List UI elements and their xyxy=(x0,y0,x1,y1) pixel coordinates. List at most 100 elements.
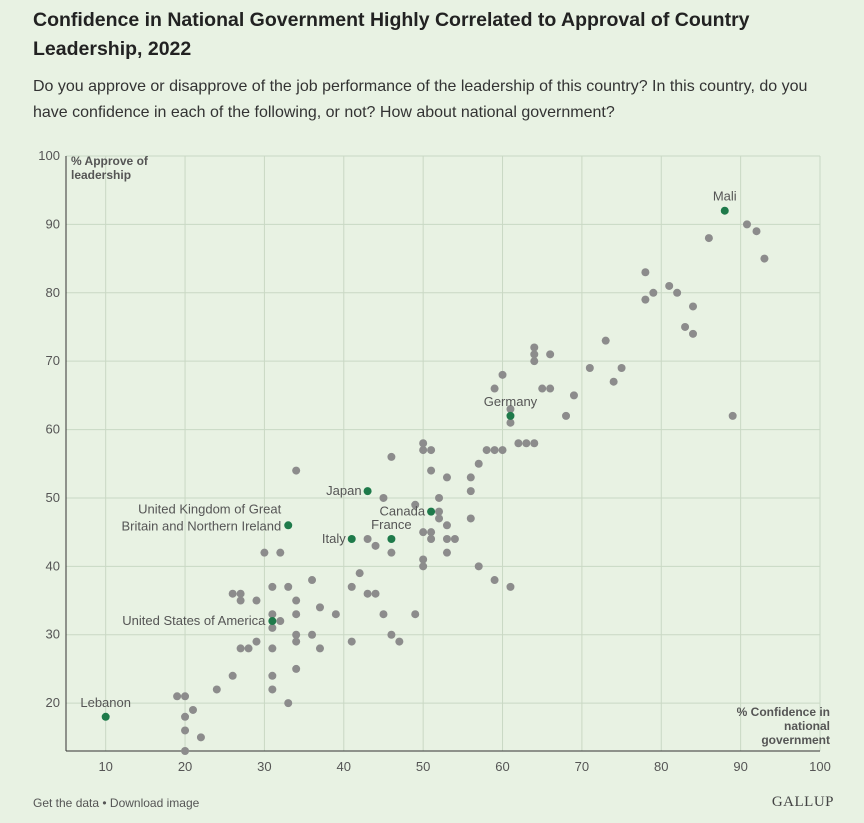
data-point xyxy=(609,377,618,386)
data-point xyxy=(665,281,674,290)
data-point xyxy=(427,446,436,455)
data-point xyxy=(196,733,205,742)
data-point xyxy=(466,487,475,496)
data-point xyxy=(411,500,420,509)
data-point xyxy=(411,610,420,619)
data-point xyxy=(474,562,483,571)
data-point xyxy=(347,582,356,591)
data-point xyxy=(466,514,475,523)
data-point xyxy=(530,357,539,366)
x-tick-label: 40 xyxy=(337,759,351,774)
data-point xyxy=(268,644,277,653)
data-point xyxy=(427,528,436,537)
x-tick-label: 20 xyxy=(178,759,192,774)
y-tick-label: 50 xyxy=(46,490,60,505)
point-label: Italy xyxy=(322,531,346,546)
data-point xyxy=(435,507,444,516)
data-point xyxy=(760,254,769,263)
y-tick-label: 30 xyxy=(46,627,60,642)
data-point xyxy=(514,439,523,448)
chart-subtitle: Do you approve or disapprove of the job … xyxy=(33,78,808,121)
x-tick-label: 10 xyxy=(98,759,112,774)
point-label: France xyxy=(371,517,411,532)
data-point xyxy=(355,569,364,578)
data-point xyxy=(276,548,285,557)
data-point xyxy=(181,712,190,721)
data-point xyxy=(292,664,301,673)
data-point xyxy=(363,589,372,598)
highlight-point xyxy=(347,534,356,543)
data-point xyxy=(641,268,650,277)
data-point xyxy=(292,610,301,619)
data-point xyxy=(585,364,594,373)
x-tick-label: 60 xyxy=(495,759,509,774)
data-point xyxy=(228,671,237,680)
x-tick-label: 100 xyxy=(809,759,831,774)
footer-links[interactable]: Get the data • Download image xyxy=(33,796,200,810)
y-tick-label: 20 xyxy=(46,695,60,710)
data-point xyxy=(331,610,340,619)
data-point xyxy=(490,384,499,393)
data-point xyxy=(649,288,658,297)
data-point xyxy=(212,685,221,694)
highlight-point xyxy=(387,534,396,543)
data-point xyxy=(347,637,356,646)
data-point xyxy=(284,582,293,591)
data-point xyxy=(419,555,428,564)
data-point xyxy=(252,596,261,605)
data-point xyxy=(617,364,626,373)
highlight-point xyxy=(101,712,110,721)
data-point xyxy=(482,446,491,455)
data-point xyxy=(673,288,682,297)
data-point xyxy=(419,562,428,571)
data-point xyxy=(244,644,253,653)
data-point xyxy=(308,630,317,639)
data-point xyxy=(236,596,245,605)
data-point xyxy=(395,637,404,646)
data-point xyxy=(228,589,237,598)
point-label: United States of America xyxy=(122,613,266,628)
y-axis-title: % Approve of leadership xyxy=(71,154,149,182)
data-point xyxy=(427,466,436,475)
x-tick-label: 80 xyxy=(654,759,668,774)
data-point xyxy=(284,699,293,708)
data-point xyxy=(427,534,436,543)
data-point xyxy=(530,343,539,352)
data-point xyxy=(728,411,737,420)
y-tick-label: 80 xyxy=(46,285,60,300)
x-tick-label: 50 xyxy=(416,759,430,774)
data-point xyxy=(490,446,499,455)
data-point xyxy=(292,630,301,639)
data-point xyxy=(292,637,301,646)
data-point xyxy=(236,589,245,598)
data-point xyxy=(562,411,571,420)
highlight-point xyxy=(284,521,293,530)
point-label: Canada xyxy=(380,504,426,519)
data-point xyxy=(268,623,277,632)
data-point xyxy=(292,596,301,605)
y-tick-label: 100 xyxy=(38,148,60,163)
data-point xyxy=(442,521,451,530)
x-axis-title: % Confidence in national government xyxy=(737,705,830,747)
data-point xyxy=(387,548,396,557)
data-point xyxy=(538,384,547,393)
data-point xyxy=(530,350,539,359)
data-point xyxy=(379,610,388,619)
data-point xyxy=(419,439,428,448)
point-label: United Kingdom of Great Britain and North… xyxy=(122,501,282,533)
data-point xyxy=(752,227,761,236)
data-point xyxy=(260,548,269,557)
data-point xyxy=(276,617,285,626)
data-point xyxy=(522,439,531,448)
data-point xyxy=(498,370,507,379)
data-point xyxy=(442,534,451,543)
x-tick-label: 70 xyxy=(575,759,589,774)
data-point xyxy=(387,630,396,639)
data-point xyxy=(474,459,483,468)
data-point xyxy=(742,220,751,229)
data-point xyxy=(506,418,515,427)
data-point xyxy=(530,439,539,448)
data-point xyxy=(681,322,690,331)
data-point xyxy=(546,350,555,359)
